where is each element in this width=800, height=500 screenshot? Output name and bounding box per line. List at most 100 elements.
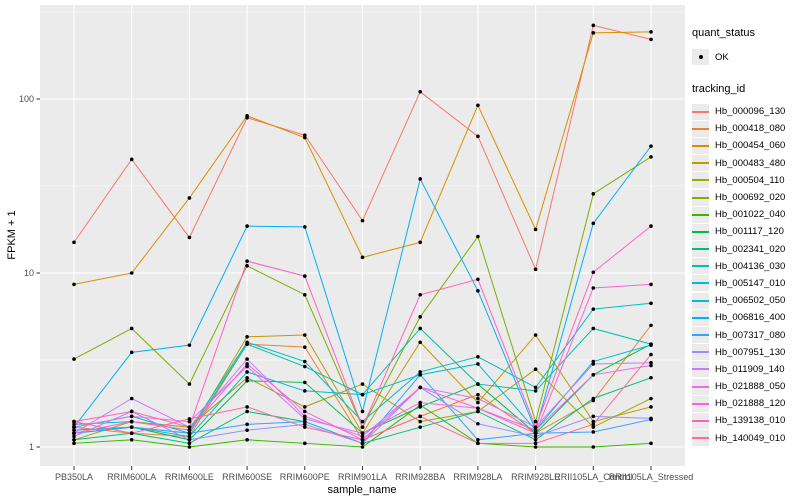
legend-item-label: Hb_005147_010 bbox=[715, 277, 786, 289]
data-point bbox=[533, 434, 538, 439]
legend-entries: Hb_000096_130 Hb_000418_080 Hb_000454_060 H… bbox=[692, 103, 798, 447]
data-point bbox=[187, 343, 192, 347]
legend-key-box bbox=[692, 172, 709, 189]
legend-item-label: Hb_021888_050 bbox=[715, 381, 786, 393]
data-point bbox=[476, 103, 480, 108]
data-point bbox=[649, 405, 653, 409]
data-point bbox=[129, 326, 134, 331]
data-point bbox=[245, 409, 249, 414]
data-point bbox=[72, 431, 76, 436]
legend-item-label: Hb_001117_120 bbox=[715, 226, 784, 238]
data-point bbox=[303, 425, 307, 429]
data-point bbox=[476, 406, 480, 411]
data-point bbox=[245, 364, 249, 369]
data-point bbox=[533, 367, 538, 371]
legend-line-icon bbox=[692, 179, 709, 182]
x-tick-label: RRIM600LE bbox=[165, 472, 214, 482]
data-point bbox=[591, 359, 596, 364]
data-point bbox=[129, 419, 134, 424]
data-point bbox=[591, 221, 596, 226]
data-point bbox=[418, 370, 423, 374]
legend-key-box bbox=[692, 155, 709, 172]
legend-key-box bbox=[692, 309, 709, 326]
legend-line-icon bbox=[692, 144, 709, 147]
data-point bbox=[533, 333, 538, 337]
data-point bbox=[591, 31, 596, 35]
data-point bbox=[418, 372, 423, 377]
data-point bbox=[187, 434, 192, 439]
data-point bbox=[360, 431, 365, 436]
data-point bbox=[303, 409, 307, 414]
legend-line-icon bbox=[692, 110, 709, 113]
data-point bbox=[360, 441, 365, 446]
data-point bbox=[303, 417, 307, 421]
data-point bbox=[533, 389, 538, 393]
data-point bbox=[591, 445, 596, 449]
data-point bbox=[72, 428, 76, 432]
data-point bbox=[649, 360, 653, 365]
data-point bbox=[360, 425, 365, 429]
legend-key-box bbox=[692, 327, 709, 344]
data-point bbox=[418, 240, 423, 245]
data-point bbox=[72, 437, 76, 442]
legend-item: Hb_005147_010 bbox=[692, 275, 798, 292]
data-point bbox=[129, 431, 134, 436]
data-point bbox=[303, 380, 307, 385]
data-point bbox=[187, 417, 192, 421]
legend-key-box bbox=[692, 103, 709, 120]
data-point bbox=[187, 441, 192, 446]
legend-item-label: Hb_006816_400 bbox=[715, 312, 786, 324]
y-axis-title: FPKM + 1 bbox=[6, 210, 18, 259]
data-point bbox=[649, 396, 653, 401]
legend-line-icon bbox=[692, 282, 709, 285]
data-point bbox=[303, 405, 307, 409]
legend-item: Hb_001022_040 bbox=[692, 206, 798, 223]
data-point bbox=[591, 414, 596, 419]
data-point bbox=[649, 224, 653, 228]
legend-line-icon bbox=[692, 402, 709, 405]
data-point bbox=[418, 89, 423, 94]
data-point bbox=[418, 405, 423, 409]
legend-key-box bbox=[692, 292, 709, 309]
data-point bbox=[187, 196, 192, 200]
axis-tick-labels: 1 10 100 PB350LA RRIM600LA RRIM600LE RRIM600SE… bbox=[19, 94, 693, 482]
legend-key-box bbox=[692, 361, 709, 378]
legend-key-box bbox=[692, 241, 709, 258]
legend-item-label: Hb_001022_040 bbox=[715, 209, 786, 221]
legend-item: Hb_002341_020 bbox=[692, 241, 798, 258]
data-point bbox=[533, 441, 538, 446]
legend-line-icon bbox=[692, 368, 709, 371]
data-point bbox=[360, 218, 365, 223]
data-point bbox=[533, 267, 538, 272]
data-point bbox=[303, 135, 307, 140]
legend-item: Hb_139138_010 bbox=[692, 412, 798, 429]
data-point bbox=[245, 259, 249, 263]
legend-line-icon bbox=[692, 196, 709, 199]
legend-item-label: Hb_000096_130 bbox=[715, 106, 786, 118]
legend-item-label: Hb_011909_140 bbox=[715, 363, 785, 375]
x-tick-label: PB350LA bbox=[55, 472, 93, 482]
x-tick-label: RRIM928LE bbox=[511, 472, 560, 482]
data-point bbox=[476, 277, 480, 282]
data-point bbox=[129, 350, 134, 355]
data-point bbox=[245, 422, 249, 427]
data-point bbox=[187, 428, 192, 432]
data-point bbox=[129, 425, 134, 429]
legend-item-label: Hb_004136_030 bbox=[715, 260, 786, 272]
legend-item: Hb_007317_080 bbox=[692, 326, 798, 344]
legend-key-box bbox=[692, 258, 709, 275]
data-point bbox=[245, 405, 249, 409]
point-marker-icon bbox=[698, 55, 703, 59]
legend-item: Hb_006502_050 bbox=[692, 292, 798, 309]
data-point bbox=[303, 364, 307, 369]
data-point bbox=[591, 419, 596, 424]
x-tick-label: RRIM928BA bbox=[395, 472, 445, 482]
data-point bbox=[418, 419, 423, 424]
data-point bbox=[418, 326, 423, 331]
legend-key-box bbox=[692, 223, 709, 240]
data-point bbox=[360, 382, 365, 386]
data-point bbox=[245, 437, 249, 442]
x-tick-label: RRIM600PE bbox=[280, 472, 330, 482]
data-point bbox=[533, 385, 538, 390]
data-point bbox=[72, 425, 76, 429]
